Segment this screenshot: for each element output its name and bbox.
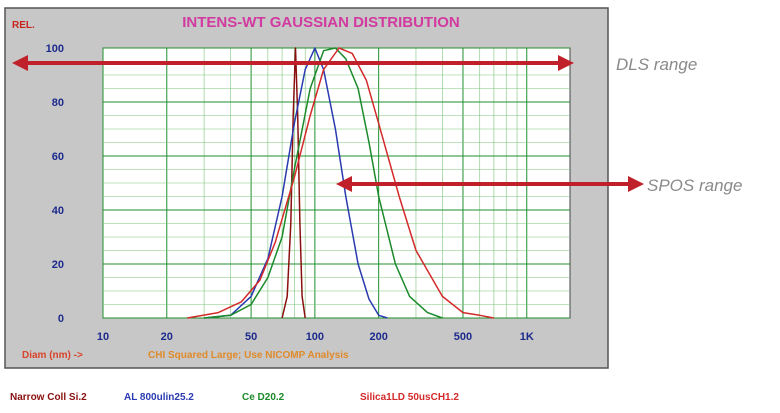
y-tick-label: 60 xyxy=(52,151,64,163)
dls-range-label: DLS range xyxy=(616,55,697,74)
y-tick-label: 40 xyxy=(52,205,64,217)
legend: Narrow Coll Si.2 AL 800ulin25.2 Ce D20.2 Si… xyxy=(10,392,459,403)
y-tick-label: 80 xyxy=(52,97,64,109)
y-tick-label: 100 xyxy=(46,43,64,55)
series-group xyxy=(187,47,495,319)
y-axis-label: REL. xyxy=(12,20,35,31)
spos-range-label: SPOS range xyxy=(647,176,742,195)
x-tick-group: 10 20 50 100 200 500 1K xyxy=(97,331,534,343)
x-tick-label: 100 xyxy=(306,331,324,343)
x-tick-label: 500 xyxy=(454,331,472,343)
series-line-1 xyxy=(281,47,306,319)
x-tick-label: 200 xyxy=(369,331,387,343)
x-tick-label: 10 xyxy=(97,331,109,343)
y-tick-label: 0 xyxy=(58,313,64,325)
series-line-3 xyxy=(204,47,443,319)
x-axis-label: Diam (nm) -> xyxy=(22,350,83,361)
chart-title: INTENS-WT GAUSSIAN DISTRIBUTION xyxy=(182,14,460,31)
x-tick-label: 1K xyxy=(520,331,534,343)
series-line-4 xyxy=(187,47,495,319)
chart-note: CHI Squared Large; Use NICOMP Analysis xyxy=(148,350,349,361)
legend-entry: Ce D20.2 xyxy=(242,392,285,403)
y-tick-group: 0 20 40 60 80 100 xyxy=(46,43,64,325)
y-tick-label: 20 xyxy=(52,259,64,271)
x-tick-label: 50 xyxy=(245,331,257,343)
x-tick-label: 20 xyxy=(161,331,173,343)
legend-entry: Silica1LD 50usCH1.2 xyxy=(360,392,459,403)
legend-entry: Narrow Coll Si.2 xyxy=(10,392,87,403)
legend-entry: AL 800ulin25.2 xyxy=(124,392,194,403)
